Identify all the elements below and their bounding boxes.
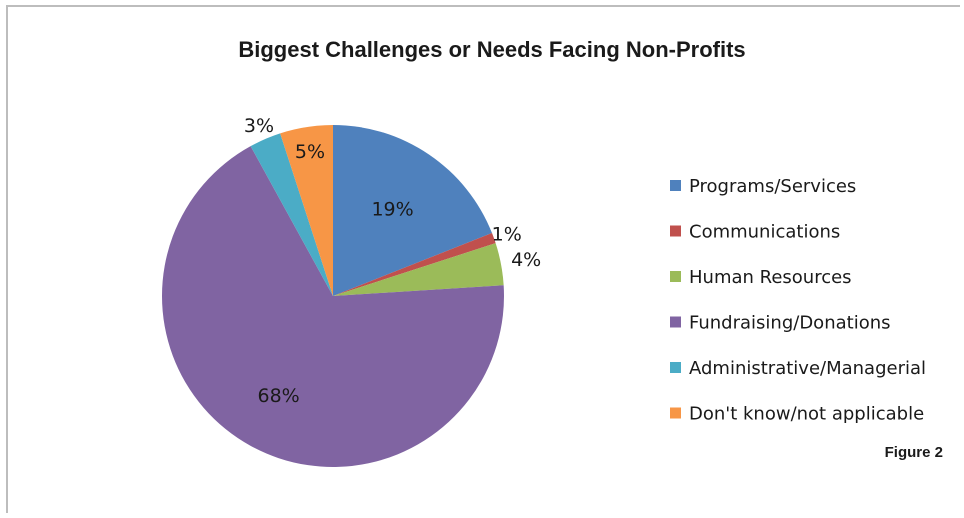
legend-swatch-fundraising-donations [670,316,681,328]
chart-title: Biggest Challenges or Needs Facing Non-P… [238,37,745,62]
legend-label-don-t-know-not-applicable: Don't know/not applicable [689,404,924,425]
legend-swatch-don-t-know-not-applicable [670,407,681,419]
pie-data-labels: 19% 1% 4% 68% 3% 5% [244,115,541,407]
legend-label-administrative-managerial: Administrative/Managerial [689,358,926,379]
figure-label: Figure 2 [885,444,943,461]
legend-label-communications: Communications [689,222,840,243]
data-label-programs-services: 19% [371,198,413,220]
legend: Programs/Services Communications Human Res… [670,176,926,425]
data-label-human-resources: 4% [511,249,541,271]
legend-swatch-human-resources [670,271,681,282]
pie-slice-don-t-know-not-applicable [280,125,333,296]
legend-swatch-communications [670,225,681,237]
legend-swatch-programs-services [670,180,681,191]
legend-label-programs-services: Programs/Services [689,176,856,197]
pie-slice-human-resources [333,243,504,296]
data-label-don-t-know-not-applicable: 5% [295,141,325,163]
legend-swatch-administrative-managerial [670,362,681,373]
data-label-administrative-managerial: 3% [244,115,274,137]
legend-label-fundraising-donations: Fundraising/Donations [689,313,891,334]
pie-slice-programs-services [333,125,492,296]
legend-label-human-resources: Human Resources [689,267,852,288]
pie-slices [162,125,504,467]
pie-slice-administrative-managerial [250,133,333,296]
pie-slice-fundraising-donations [162,146,504,467]
chart-frame [6,5,960,513]
data-label-fundraising-donations: 68% [258,385,300,407]
pie-slice-communications [333,233,496,296]
data-label-communications: 1% [492,223,522,245]
